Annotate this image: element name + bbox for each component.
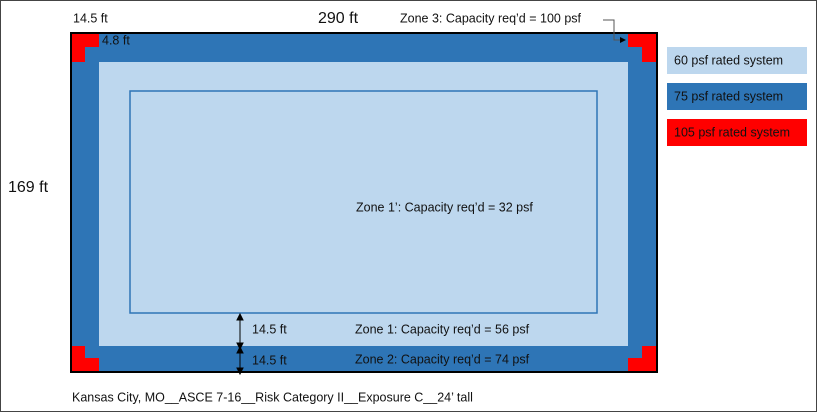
dimension-label: 290 ft bbox=[318, 10, 359, 27]
corner-br bbox=[628, 346, 656, 371]
zone1-prime-field bbox=[129, 90, 598, 314]
dimension-label: 14.5 ft bbox=[252, 353, 287, 367]
dimension-label: 14.5 ft bbox=[252, 322, 287, 336]
zone-label: Zone 1’: Capacity req’d = 32 psf bbox=[356, 200, 533, 214]
legend-swatch bbox=[667, 119, 807, 146]
legend-label: 60 psf rated system bbox=[674, 53, 783, 67]
arrowhead bbox=[236, 345, 244, 354]
corner-bl bbox=[72, 346, 99, 371]
dimension-label: 14.5 ft bbox=[73, 11, 108, 25]
zone3-corners bbox=[72, 34, 656, 371]
legend-swatch bbox=[667, 47, 807, 74]
zone-label: Zone 3: Capacity req’d = 100 psf bbox=[400, 11, 582, 25]
arrowhead bbox=[620, 37, 626, 43]
legend-label: 105 psf rated system bbox=[674, 125, 790, 139]
dimension-label: 4.8 ft bbox=[102, 33, 130, 47]
legend-label: 75 psf rated system bbox=[674, 89, 783, 103]
zone3-leader bbox=[603, 19, 624, 41]
corner-tl bbox=[72, 34, 99, 62]
arrowhead bbox=[236, 367, 244, 376]
caption: Kansas City, MO__ASCE 7-16__Risk Categor… bbox=[72, 390, 473, 404]
zone1-field bbox=[99, 62, 628, 346]
zone-label: Zone 2: Capacity req’d = 74 psf bbox=[355, 352, 530, 366]
zone-label: Zone 1: Capacity req’d = 56 psf bbox=[355, 322, 530, 336]
dimension-label: 169 ft bbox=[8, 179, 49, 196]
corner-tr bbox=[628, 34, 656, 62]
arrowhead bbox=[236, 312, 244, 321]
legend-swatch bbox=[667, 83, 807, 110]
dimension-arrows bbox=[236, 312, 244, 376]
